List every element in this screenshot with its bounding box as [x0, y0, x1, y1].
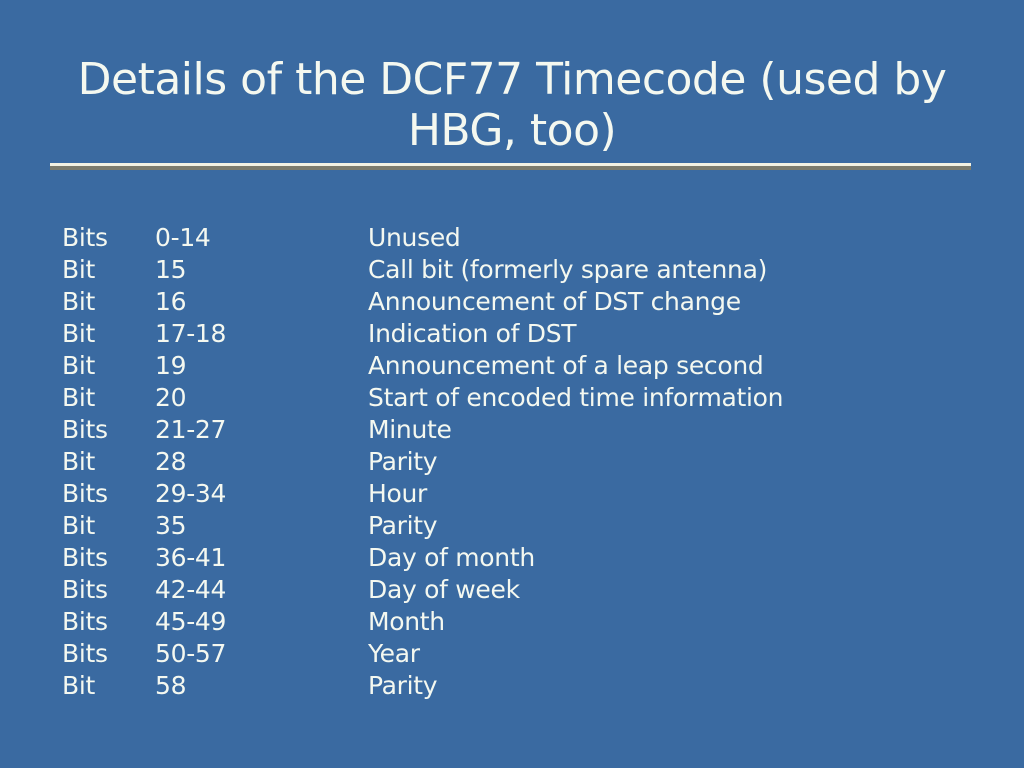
bit-description: Unused — [368, 223, 461, 252]
table-row: Bit 19 Announcement of a leap second — [62, 350, 962, 382]
bit-label: Bits — [62, 575, 108, 604]
bit-label: Bits — [62, 415, 108, 444]
slide-title: Details of the DCF77 Timecode (used by H… — [0, 54, 1024, 156]
bit-label: Bit — [62, 447, 95, 476]
bit-label: Bits — [62, 223, 108, 252]
bit-description: Day of month — [368, 543, 535, 572]
table-row: Bits 29-34 Hour — [62, 478, 962, 510]
bit-label: Bits — [62, 479, 108, 508]
bit-range: 15 — [155, 255, 187, 284]
bit-description: Start of encoded time information — [368, 383, 784, 412]
bit-range: 50-57 — [155, 639, 227, 668]
table-row: Bit 17-18 Indication of DST — [62, 318, 962, 350]
bit-range: 0-14 — [155, 223, 211, 252]
bit-description: Call bit (formerly spare antenna) — [368, 255, 768, 284]
bit-description: Announcement of a leap second — [368, 351, 764, 380]
bit-description: Hour — [368, 479, 428, 508]
table-row: Bit 16 Announcement of DST change — [62, 286, 962, 318]
bit-label: Bit — [62, 255, 95, 284]
bit-label: Bit — [62, 671, 95, 700]
table-row: Bit 20 Start of encoded time information — [62, 382, 962, 414]
bit-description: Parity — [368, 447, 438, 476]
bit-description: Year — [368, 639, 420, 668]
bit-range: 29-34 — [155, 479, 227, 508]
bit-label: Bits — [62, 607, 108, 636]
bit-description: Parity — [368, 511, 438, 540]
table-row: Bit 58 Parity — [62, 670, 962, 702]
bit-description: Indication of DST — [368, 319, 577, 348]
bit-description: Parity — [368, 671, 438, 700]
bit-range: 35 — [155, 511, 187, 540]
table-row: Bits 45-49 Month — [62, 606, 962, 638]
slide-title-line-1: Details of the DCF77 Timecode (used by — [77, 54, 947, 105]
bit-range: 28 — [155, 447, 187, 476]
bit-range: 16 — [155, 287, 187, 316]
bit-description: Month — [368, 607, 445, 636]
bit-range: 36-41 — [155, 543, 227, 572]
bit-label: Bit — [62, 319, 95, 348]
table-row: Bits 0-14 Unused — [62, 222, 962, 254]
slide-title-line-2: HBG, too) — [407, 105, 617, 156]
bit-range: 45-49 — [155, 607, 227, 636]
bit-label: Bit — [62, 511, 95, 540]
bit-label: Bit — [62, 287, 95, 316]
table-row: Bit 35 Parity — [62, 510, 962, 542]
table-row: Bit 15 Call bit (formerly spare antenna) — [62, 254, 962, 286]
title-underline-highlight — [50, 163, 971, 166]
bit-label: Bit — [62, 351, 95, 380]
table-row: Bits 21-27 Minute — [62, 414, 962, 446]
title-underline-shadow — [50, 166, 971, 170]
bit-description: Day of week — [368, 575, 520, 604]
table-row: Bits 42-44 Day of week — [62, 574, 962, 606]
bit-range: 21-27 — [155, 415, 227, 444]
title-underline — [50, 163, 971, 170]
table-row: Bits 50-57 Year — [62, 638, 962, 670]
bit-label: Bit — [62, 383, 95, 412]
bit-range: 58 — [155, 671, 187, 700]
table-row: Bits 36-41 Day of month — [62, 542, 962, 574]
bit-range: 42-44 — [155, 575, 227, 604]
bit-label: Bits — [62, 543, 108, 572]
bit-table: Bits 0-14 Unused Bit 15 Call bit (former… — [62, 222, 962, 702]
bit-description: Announcement of DST change — [368, 287, 741, 316]
bit-description: Minute — [368, 415, 452, 444]
table-row: Bit 28 Parity — [62, 446, 962, 478]
bit-range: 19 — [155, 351, 187, 380]
bit-range: 20 — [155, 383, 187, 412]
bit-range: 17-18 — [155, 319, 227, 348]
bit-label: Bits — [62, 639, 108, 668]
